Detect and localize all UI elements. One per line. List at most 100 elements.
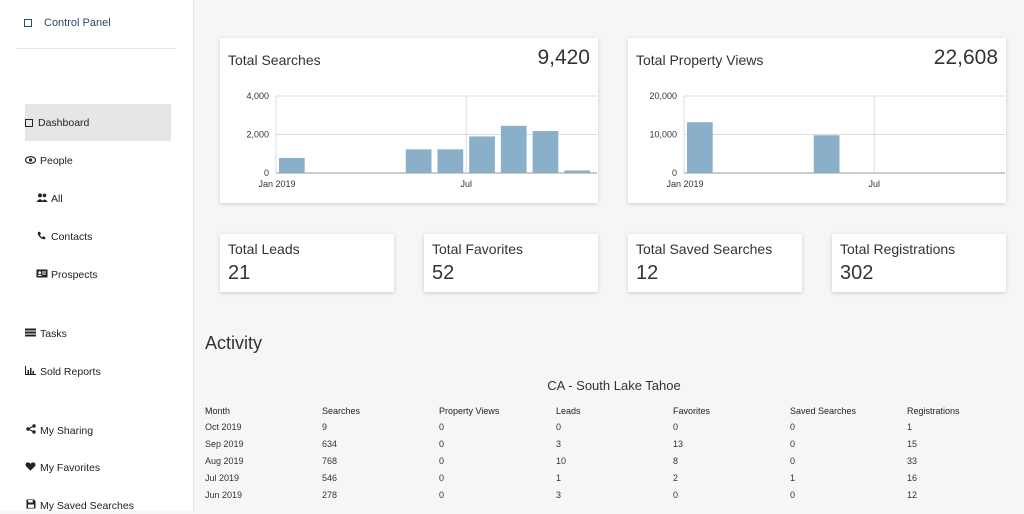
divider	[16, 48, 176, 49]
table-cell: Jul 2019	[205, 472, 240, 483]
share-icon	[25, 423, 36, 439]
table-cell: 12	[907, 489, 918, 500]
column-header[interactable]: Favorites	[673, 405, 711, 416]
stat-title: Total Favorites	[432, 241, 524, 257]
table-cell: 0	[439, 489, 445, 500]
sidebar-item-label: People	[40, 155, 73, 167]
column-header[interactable]: Month	[205, 405, 231, 416]
card-value: 22,608	[933, 46, 998, 69]
sidebar-item-prospects[interactable]: Prospects	[36, 267, 98, 283]
stat-value: 52	[432, 262, 455, 284]
bar	[564, 170, 590, 173]
table-cell: 9	[322, 421, 328, 432]
sidebar-item-dashboard[interactable]: Dashboard	[25, 104, 171, 141]
square-icon	[24, 19, 32, 27]
y-tick-label: 2,000	[246, 130, 269, 140]
id-card-icon	[36, 267, 48, 283]
sidebar-item-people[interactable]: People	[24, 153, 73, 169]
table-row: Aug 2019 768 0 10 8 0 33	[205, 452, 1017, 469]
bar	[687, 122, 713, 173]
table-cell: 3	[556, 438, 562, 449]
table-cell: 0	[673, 421, 679, 432]
table-cell: 0	[439, 472, 445, 483]
total-property-views-card: Total Property Views 22,608 0 10,000 20,00…	[628, 38, 1006, 203]
column-header[interactable]: Leads	[556, 405, 581, 416]
stat-title: Total Leads	[228, 241, 300, 257]
sidebar-item-my-favorites[interactable]: My Favorites	[25, 460, 100, 476]
table-cell: 0	[790, 438, 796, 449]
table-cell: 0	[439, 438, 445, 449]
tasks-icon	[25, 326, 36, 342]
table-row: Oct 2019 9 0 0 0 0 1	[205, 418, 1017, 435]
total-registrations-card: Total Registrations 302	[832, 234, 1006, 292]
sidebar-item-label: Tasks	[40, 328, 67, 340]
sidebar-item-contacts[interactable]: Contacts	[36, 229, 92, 245]
y-tick-label: 20,000	[649, 91, 677, 101]
sidebar-item-label: My Saved Searches	[40, 500, 134, 512]
square-icon	[25, 118, 33, 127]
total-favorites-card: Total Favorites 52	[424, 234, 598, 292]
sidebar-item-my-sharing[interactable]: My Sharing	[25, 423, 93, 439]
table-cell: 0	[790, 455, 796, 466]
table-cell: 1	[556, 472, 562, 483]
table-cell: 8	[673, 455, 679, 466]
bar-chart-icon	[24, 364, 36, 380]
sidebar-item-label: Contacts	[51, 231, 93, 243]
sidebar-item-tasks[interactable]: Tasks	[25, 326, 67, 342]
total-leads-card: Total Leads 21	[220, 234, 394, 292]
column-header[interactable]: Property Views	[439, 405, 500, 416]
sidebar-item-label: All	[51, 193, 63, 205]
bar	[532, 131, 559, 173]
bar	[813, 135, 840, 173]
x-tick-label: Jul	[460, 179, 472, 189]
searches-chart: 0 2,000 4,000 Jan 2019 Jul	[246, 91, 597, 189]
property-views-chart: 0 10,000 20,000 Jan 2019 Jul	[649, 91, 1005, 189]
card-value: 9,420	[537, 46, 590, 69]
y-tick-label: 10,000	[649, 130, 677, 140]
activity-heading: Activity	[205, 333, 263, 353]
brand[interactable]: Control Panel	[24, 17, 111, 29]
table-cell: 0	[439, 455, 445, 466]
table-cell: 2	[673, 472, 679, 483]
sidebar-item-label: My Favorites	[40, 462, 101, 474]
sidebar-item-label: Prospects	[51, 269, 98, 281]
column-header[interactable]: Saved Searches	[790, 405, 857, 416]
stat-title: Total Saved Searches	[636, 241, 773, 257]
heart-icon	[25, 460, 36, 476]
table-cell: 13	[673, 438, 684, 449]
column-header[interactable]: Registrations	[907, 405, 960, 416]
stat-title: Total Registrations	[840, 241, 956, 257]
brand-label: Control Panel	[44, 17, 111, 29]
bar	[279, 157, 305, 173]
table-cell: 0	[673, 489, 679, 500]
stat-value: 21	[228, 262, 251, 284]
total-searches-card: Total Searches 9,420 0 2,000 4,000 Jan 2019…	[220, 38, 598, 203]
card-title: Total Searches	[228, 52, 321, 68]
x-tick-label: Jul	[868, 179, 880, 189]
x-tick-label: Jan 2019	[666, 179, 703, 189]
bar	[405, 149, 432, 173]
sidebar-item-label: Dashboard	[38, 116, 90, 129]
column-header[interactable]: Searches	[322, 405, 361, 416]
stat-value: 12	[636, 262, 659, 284]
table-cell: 278	[322, 489, 338, 500]
activity-table: Month Searches Property Views Leads Favo…	[205, 403, 1017, 503]
table-row: Sep 2019 634 0 3 13 0 15	[205, 435, 1017, 452]
y-tick-label: 4,000	[246, 91, 269, 101]
table-cell: Aug 2019	[205, 455, 244, 466]
table-cell: 15	[907, 438, 918, 449]
users-icon	[36, 191, 48, 207]
table-cell: Jun 2019	[205, 489, 243, 500]
sidebar-item-label: My Sharing	[40, 425, 94, 437]
table-row: Jul 2019 546 0 1 2 1 16	[205, 469, 1017, 486]
sidebar-item-all[interactable]: All	[36, 191, 63, 207]
table-cell: 0	[790, 489, 796, 500]
table-cell: 16	[907, 472, 918, 483]
table-cell: 3	[556, 489, 562, 500]
sidebar-item-sold-reports[interactable]: Sold Reports	[24, 364, 101, 380]
eye-icon	[24, 153, 37, 169]
table-cell: Sep 2019	[205, 438, 244, 449]
bar	[500, 125, 527, 173]
sidebar-item-my-saved-searches[interactable]: My Saved Searches	[25, 498, 134, 514]
table-header-row: Month Searches Property Views Leads Favo…	[205, 403, 1017, 418]
